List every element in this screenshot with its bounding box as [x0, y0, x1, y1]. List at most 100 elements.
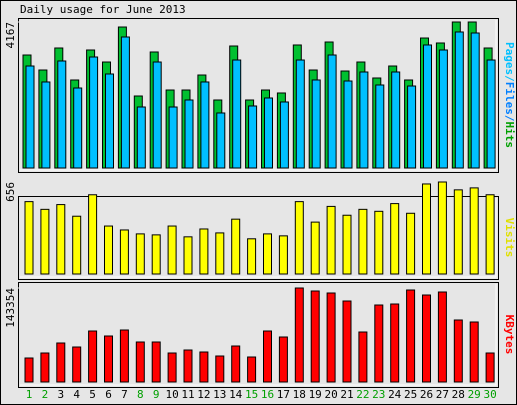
bar: [437, 291, 447, 383]
bar: [184, 99, 194, 169]
y-tick-label: 143354: [4, 288, 17, 328]
y-axis-label-part: /: [503, 115, 516, 122]
bar: [73, 87, 83, 169]
bar: [216, 112, 226, 169]
bar: [199, 351, 209, 383]
x-tick-label: 9: [153, 388, 160, 401]
bar: [390, 303, 400, 383]
bar: [120, 36, 130, 169]
bar: [295, 59, 305, 169]
x-tick-label: 24: [388, 388, 402, 401]
bar: [422, 183, 431, 275]
bar: [247, 238, 257, 275]
x-tick-label: 16: [261, 388, 274, 401]
bar: [40, 208, 50, 275]
bar: [326, 292, 336, 383]
bar: [453, 189, 463, 275]
bar: [327, 54, 337, 169]
x-tick-label: 6: [105, 388, 112, 401]
bar: [326, 205, 336, 275]
bar: [294, 287, 304, 383]
bar: [391, 71, 401, 169]
panel: [18, 196, 499, 280]
bar: [40, 352, 50, 383]
x-tick-label: 13: [213, 388, 226, 401]
bar: [57, 60, 67, 169]
panel-bevel: [20, 198, 497, 278]
x-tick-label: 25: [404, 388, 417, 401]
bar: [119, 229, 129, 275]
bar: [231, 218, 241, 275]
bar: [24, 357, 34, 383]
x-tick-label: 20: [324, 388, 337, 401]
y-tick-label: 656: [4, 182, 17, 202]
bar: [135, 233, 145, 275]
x-tick-label: 22: [356, 388, 369, 401]
bar: [358, 331, 368, 383]
bar: [89, 56, 99, 169]
y-axis-label-part: Files: [503, 82, 516, 115]
bar: [311, 79, 321, 169]
bar: [438, 49, 448, 169]
bar: [41, 81, 51, 169]
bar: [423, 44, 432, 169]
bar: [104, 225, 113, 275]
x-tick-label: 17: [277, 388, 290, 401]
bar: [390, 203, 400, 275]
x-tick-label: 15: [245, 388, 258, 401]
bar: [56, 204, 66, 275]
bar: [151, 341, 161, 383]
bar: [278, 336, 288, 383]
bar: [72, 346, 82, 383]
panel-bevel: [20, 284, 497, 386]
bar: [232, 59, 242, 169]
bar: [374, 304, 384, 383]
bar: [437, 181, 447, 275]
bar: [215, 232, 225, 275]
bar: [25, 65, 35, 169]
x-tick-label: 12: [197, 388, 210, 401]
bar: [278, 235, 288, 275]
bar: [342, 214, 352, 275]
x-tick-label: 10: [165, 388, 178, 401]
bar: [56, 342, 66, 383]
x-tick-label: 1: [26, 388, 33, 401]
bar: [167, 225, 177, 275]
bar: [374, 210, 384, 275]
x-tick-label: 18: [293, 388, 306, 401]
y-axis-label-part: /: [503, 75, 516, 82]
x-tick-label: 3: [57, 388, 64, 401]
chart-title: Daily usage for June 2013: [20, 3, 186, 16]
y-axis-label-part: Pages: [503, 42, 516, 75]
x-tick-label: 23: [372, 388, 385, 401]
x-tick-label: 11: [181, 388, 194, 401]
x-tick-label: 14: [229, 388, 243, 401]
y-axis-label: KBytes: [503, 315, 516, 355]
bar: [215, 355, 225, 383]
bar: [310, 290, 320, 383]
bar: [72, 215, 82, 275]
x-tick-label: 2: [42, 388, 49, 401]
bar: [279, 101, 289, 169]
bar: [167, 352, 177, 383]
panel: [18, 282, 499, 388]
bar: [263, 330, 272, 383]
bar: [342, 300, 352, 383]
x-tick-label: 19: [309, 388, 322, 401]
bar: [136, 106, 146, 169]
bar: [407, 85, 417, 169]
x-tick-label: 5: [89, 388, 96, 401]
bar: [310, 221, 320, 275]
bar: [263, 233, 272, 275]
bar: [183, 236, 193, 275]
bar: [152, 61, 162, 169]
bar: [358, 208, 368, 275]
bar: [119, 329, 129, 383]
bar: [422, 294, 431, 383]
x-tick-label: 8: [137, 388, 144, 401]
bar: [485, 352, 495, 383]
x-tick-label: 27: [436, 388, 449, 401]
y-axis-label: Visits: [503, 218, 516, 258]
bar: [375, 84, 385, 169]
